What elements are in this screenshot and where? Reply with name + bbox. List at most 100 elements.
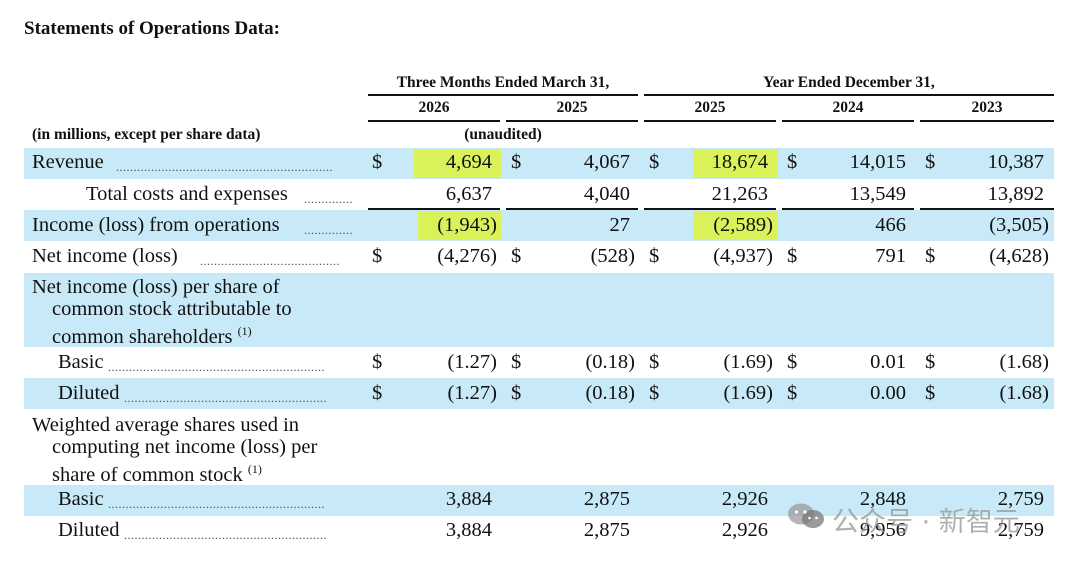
row-label: Weighted average shares used in [32,414,300,436]
value-cell: 9,956 [859,519,906,541]
row-label: Diluted [58,382,120,404]
watermark-text: 公众号 · 新智元 [832,507,1020,538]
footnote-marker: (1) [247,462,262,476]
highlight-ops-fy-2025 [693,211,778,240]
leader-dots: ........................................ [200,254,340,268]
year-header: 2025 [694,99,726,116]
value-cell: (4,937) [713,245,773,267]
currency-symbol: $ [649,151,660,173]
value-cell: 13,549 [849,183,906,205]
value-cell: (0.18) [585,382,635,404]
value-cell: 4,694 [445,151,492,173]
highlight-revenue-q1-2026 [414,149,501,178]
value-cell: (2,589) [713,214,773,236]
value-cell: (1.68) [999,382,1049,404]
year-rule [506,120,638,122]
value-cell: 4,067 [583,151,630,173]
header-rule [644,94,1054,96]
value-cell: 0.01 [870,351,906,373]
subtotal-rule [782,208,914,210]
header-rule [368,94,638,96]
value-cell: (4,628) [989,245,1049,267]
value-cell: 21,263 [711,183,768,205]
value-cell: 3,884 [445,488,492,510]
currency-symbol: $ [787,351,798,373]
value-cell: 10,387 [987,151,1044,173]
value-cell: 2,875 [583,488,630,510]
currency-symbol: $ [511,351,522,373]
year-rule [782,120,914,122]
currency-symbol: $ [787,382,798,404]
currency-symbol: $ [511,382,522,404]
leader-dots: ........................................… [108,360,325,374]
year-rule [644,120,776,122]
statement-title: Statements of Operations Data: [24,18,280,39]
value-cell: 4,040 [583,183,630,205]
row-band [24,148,1054,179]
unaudited-note: (unaudited) [464,126,542,143]
value-cell: 466 [875,214,906,236]
row-band [24,485,1054,516]
currency-symbol: $ [649,382,660,404]
row-label: Revenue [32,151,104,173]
subtotal-rule [920,208,1054,210]
footnote-marker: (1) [237,324,252,338]
value-cell: (1.69) [723,382,773,404]
value-cell: (1,943) [437,214,497,236]
year-header: 2024 [832,99,864,116]
year-header: 2025 [556,99,588,116]
value-cell: 14,015 [849,151,906,173]
currency-symbol: $ [787,245,798,267]
value-cell: 2,759 [997,488,1044,510]
wechat-icon [788,503,824,528]
value-cell: (1.68) [999,351,1049,373]
year-rule [920,120,1054,122]
leader-dots: ........................................… [124,391,327,405]
value-cell: 18,674 [711,151,768,173]
subtotal-rule [506,208,638,210]
currency-symbol: $ [511,245,522,267]
value-cell: 3,884 [445,519,492,541]
row-label: Basic [58,351,104,373]
year-rule [368,120,500,122]
header-three-months: Three Months Ended March 31, [396,74,610,91]
year-header: 2023 [971,99,1003,116]
row-label: common shareholders (1) [52,324,252,348]
leader-dots: ........................................… [108,497,325,511]
currency-symbol: $ [372,382,383,404]
currency-symbol: $ [925,245,936,267]
currency-symbol: $ [787,151,798,173]
watermark [786,502,826,535]
value-cell: (4,276) [437,245,497,267]
currency-symbol: $ [925,351,936,373]
value-cell: 0.00 [870,382,906,404]
value-cell: (0.18) [585,351,635,373]
leader-dots: ........................................… [116,160,333,174]
value-cell: 27 [609,214,631,236]
highlight-revenue-fy-2025 [693,149,778,178]
year-header: 2026 [418,99,450,116]
row-label: Net income (loss) [32,245,178,267]
row-label: Diluted [58,519,120,541]
currency-symbol: $ [925,151,936,173]
currency-symbol: $ [649,351,660,373]
currency-symbol: $ [511,151,522,173]
value-cell: (1.69) [723,351,773,373]
leader-dots: .............. [304,192,353,206]
highlight-ops-q1-2026 [418,211,501,240]
value-cell: 2,875 [583,519,630,541]
currency-symbol: $ [372,245,383,267]
row-label: share of common stock (1) [52,462,262,486]
value-cell: 791 [875,245,906,267]
leader-dots: ........................................… [124,528,327,542]
value-cell: 2,759 [997,519,1044,541]
value-cell: (528) [590,245,635,267]
row-label: Net income (loss) per share of [32,276,280,298]
leader-dots: .............. [304,223,353,237]
currency-symbol: $ [925,382,936,404]
row-label: Total costs and expenses [86,183,288,205]
currency-symbol: $ [372,351,383,373]
subtotal-rule [368,208,500,210]
units-note: (in millions, except per share data) [32,126,261,143]
row-band [24,378,1054,409]
